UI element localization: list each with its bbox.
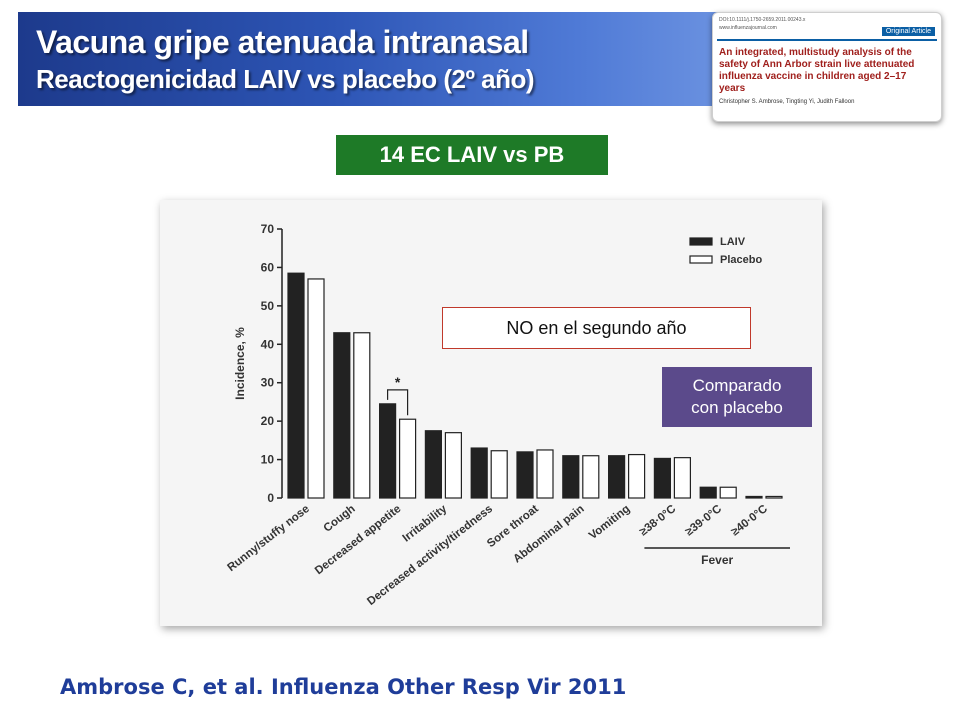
y-tick-label: 30	[261, 376, 275, 390]
paper-authors: Christopher S. Ambrose, Tingting Yi, Jud…	[719, 99, 855, 105]
x-tick-label: ≥40·0°C	[729, 503, 770, 538]
y-tick-label: 20	[261, 414, 275, 428]
bar-placebo	[399, 418, 417, 499]
bar-placebo	[536, 449, 554, 499]
compared-line1: Comparado	[692, 376, 782, 395]
y-tick-label: 40	[261, 337, 275, 351]
paper-rule	[717, 39, 937, 41]
paper-doi: DOI:10.1111/j.1750-2659.2011.00243.x	[719, 17, 806, 23]
slide-title: Vacuna gripe atenuada intranasal	[36, 24, 529, 60]
compared-line2: con placebo	[691, 398, 783, 417]
x-tick-label: Cough	[322, 503, 358, 535]
significance-marker: *	[395, 374, 401, 390]
paper-title: An integrated, multistudy analysis of th…	[719, 47, 915, 94]
bar-laiv	[562, 455, 580, 499]
ec-banner: 14 EC LAIV vs PB	[336, 135, 608, 175]
bar-chart: 0 10 20 30 40 50 60 70 Incidence, % Runny/stuffy …	[225, 222, 790, 608]
legend-label-placebo: Placebo	[720, 254, 762, 266]
bar-placebo	[765, 495, 783, 499]
fever-group-label: Fever	[701, 553, 733, 567]
x-tick-label: Decreased appetite	[313, 503, 403, 577]
paper-thumbnail: DOI:10.1111/j.1750-2659.2011.00243.x www…	[712, 12, 942, 122]
x-tick-label: Vomiting	[587, 503, 632, 542]
significance-bracket	[387, 389, 409, 416]
y-tick-label: 50	[261, 299, 275, 313]
citation: Ambrose C, et al. Influenza Other Resp V…	[60, 675, 627, 699]
bar-placebo	[444, 432, 462, 499]
bar-placebo	[719, 486, 737, 499]
x-tick-label: ≥39·0°C	[683, 503, 724, 538]
bar-placebo	[673, 457, 692, 499]
bar-laiv	[287, 272, 305, 499]
paper-url: www.influenzajournal.com	[719, 25, 777, 31]
bar-laiv	[653, 457, 671, 499]
compared-callout: Comparado con placebo	[662, 367, 812, 427]
y-tick-label: 0	[267, 491, 274, 505]
x-tick-label: Runny/stuffy nose	[225, 503, 311, 574]
slide-subtitle: Reactogenicidad LAIV vs placebo (2º año)	[36, 64, 535, 94]
title-band	[18, 12, 718, 106]
second-year-callout: NO en el segundo año	[442, 307, 751, 349]
y-tick-label: 60	[261, 260, 275, 274]
bar-laiv	[333, 332, 351, 499]
y-tick-label: 70	[261, 222, 275, 236]
bar-laiv	[470, 447, 488, 499]
bar-laiv	[608, 455, 626, 499]
bar-laiv	[424, 430, 442, 499]
legend-label-laiv: LAIV	[720, 236, 746, 248]
bar-laiv	[699, 486, 717, 499]
x-tick-label: ≥38·0°C	[638, 503, 679, 538]
bar-placebo	[582, 455, 600, 499]
bar-placebo	[490, 450, 508, 499]
bar-laiv	[745, 495, 763, 499]
y-tick-label: 10	[261, 453, 275, 467]
y-axis-label: Incidence, %	[233, 327, 247, 400]
bar-placebo	[353, 332, 371, 499]
bar-placebo	[307, 278, 325, 499]
bar-placebo	[628, 453, 646, 499]
legend-swatch-laiv	[689, 237, 713, 246]
bar-laiv	[379, 403, 397, 499]
paper-type: Original Article	[881, 27, 935, 36]
legend-swatch-placebo	[689, 255, 713, 264]
bar-laiv	[516, 451, 534, 499]
